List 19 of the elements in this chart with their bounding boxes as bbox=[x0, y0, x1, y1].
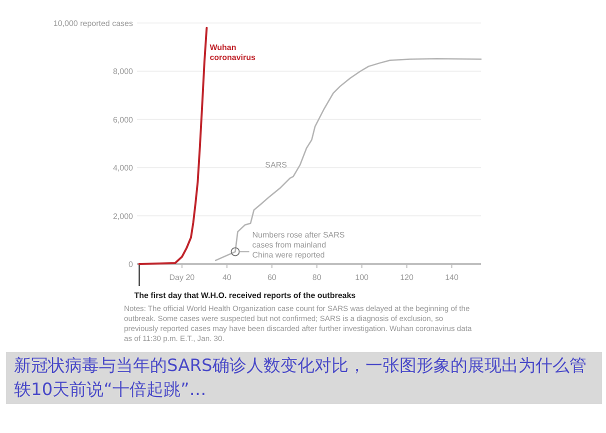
x-tick-label: Day 20 bbox=[169, 273, 196, 282]
x-tick-label: 60 bbox=[267, 273, 277, 282]
y-tick-label: 2,000 bbox=[112, 212, 134, 221]
y-tick-label: 8,000 bbox=[112, 67, 134, 76]
ref-line-label: The first day that W.H.O. received reports of the outbreaks bbox=[134, 291, 356, 300]
annotation: Numbers rose after SARS cases from mainland China were reported bbox=[252, 230, 345, 260]
y-tick-label: 0 bbox=[128, 260, 134, 269]
x-tick-label: 100 bbox=[355, 273, 370, 282]
line-series bbox=[138, 26, 208, 265]
x-tick-label: 120 bbox=[400, 273, 414, 282]
y-tick-label: 6,000 bbox=[112, 115, 134, 124]
y-tick-label: 10,000 reported cases bbox=[53, 19, 133, 28]
x-tick-label: 80 bbox=[312, 273, 322, 282]
series-label: SARS bbox=[265, 160, 287, 170]
x-tick-label: 40 bbox=[222, 273, 232, 282]
x-tick-label: 140 bbox=[445, 273, 459, 282]
series-label: Wuhan coronavirus bbox=[210, 42, 256, 62]
text: 新冠状病毒与当年的SARS确诊人数变化对比，一张图形象的展现出为什么管轶10天前说“十倍起跳”… bbox=[6, 352, 602, 404]
y-tick-label: 4,000 bbox=[112, 164, 134, 173]
